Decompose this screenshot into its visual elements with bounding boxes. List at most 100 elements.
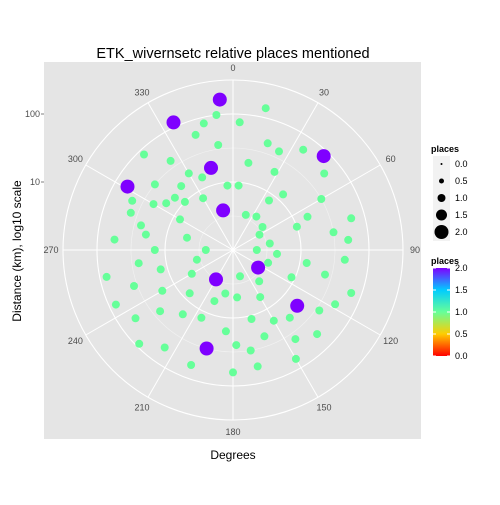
data-point — [273, 249, 281, 258]
theta-tick-label: 30 — [319, 87, 329, 97]
data-point — [320, 169, 329, 178]
legend-color-title: places — [431, 256, 459, 266]
data-point — [256, 293, 265, 302]
data-point — [292, 222, 301, 231]
data-point — [162, 199, 171, 208]
data-point — [287, 273, 296, 282]
data-point — [184, 169, 193, 178]
data-point — [255, 230, 264, 239]
data-point — [180, 197, 189, 206]
data-point — [120, 179, 135, 194]
data-point — [137, 221, 145, 230]
data-point — [258, 223, 267, 231]
data-point — [347, 214, 356, 223]
data-point — [241, 210, 250, 219]
data-point — [331, 300, 340, 309]
data-point — [201, 246, 210, 254]
data-point — [185, 289, 194, 298]
data-point — [232, 341, 241, 350]
radial-grid-line — [85, 164, 234, 251]
data-point — [236, 272, 244, 281]
data-point — [275, 147, 283, 156]
data-point — [126, 208, 135, 217]
data-point — [229, 368, 237, 377]
data-point — [321, 270, 329, 279]
data-point — [344, 235, 353, 244]
theta-tick-label: 300 — [68, 154, 83, 164]
data-point — [221, 289, 230, 298]
legend-color: places 2.0 1.5 1.0 0.5 0.0 — [431, 256, 468, 361]
data-point — [183, 233, 191, 242]
data-point — [263, 139, 272, 148]
data-point — [160, 343, 169, 352]
data-point — [110, 235, 119, 244]
data-point — [216, 203, 231, 218]
data-point — [156, 307, 165, 316]
data-point — [265, 196, 273, 205]
theta-tick-label: 150 — [316, 403, 331, 413]
data-point — [279, 190, 288, 199]
data-point — [187, 269, 196, 278]
data-point — [134, 259, 143, 268]
data-point — [233, 293, 242, 302]
data-point — [223, 181, 232, 190]
data-point — [192, 255, 201, 264]
legend-color-label: 0.0 — [455, 351, 468, 361]
legend-color-label: 1.0 — [455, 307, 468, 317]
radial-tick-label: 100 — [25, 109, 40, 119]
theta-tick-label: 0 — [230, 63, 235, 73]
data-point — [260, 332, 269, 341]
data-point — [244, 158, 253, 167]
x-axis-label: Degrees — [210, 448, 255, 462]
data-point — [340, 255, 349, 264]
data-point — [251, 260, 266, 275]
legend-color-label: 1.5 — [455, 285, 468, 295]
data-point — [265, 239, 274, 248]
data-point — [329, 228, 338, 237]
data-point — [291, 354, 300, 363]
data-point — [111, 300, 120, 309]
data-point — [234, 181, 243, 190]
data-point — [252, 212, 261, 221]
data-point — [128, 196, 137, 205]
data-point — [204, 160, 218, 175]
theta-tick-label: 120 — [383, 336, 398, 346]
data-point — [197, 313, 206, 322]
radial-grid-line — [232, 102, 319, 251]
data-point — [166, 115, 181, 130]
legend-size-label: 1.0 — [455, 193, 468, 203]
legend-size-symbol — [436, 209, 447, 221]
chart-title: ETK_wivernsetc relative places mentioned — [96, 46, 369, 62]
theta-tick-label: 180 — [225, 427, 240, 437]
data-point — [141, 230, 150, 239]
data-points — [102, 92, 356, 377]
theta-tick-label: 90 — [410, 245, 420, 255]
legend-size-label: 0.5 — [455, 176, 468, 186]
data-point — [166, 156, 175, 165]
theta-tick-label: 240 — [68, 336, 83, 346]
data-point — [317, 195, 326, 203]
data-point — [303, 212, 312, 221]
data-point — [209, 272, 223, 287]
data-point — [290, 298, 305, 313]
radial-tick-labels: 10 100 — [25, 109, 44, 187]
data-point — [140, 150, 148, 159]
data-point — [247, 315, 256, 323]
data-point — [264, 258, 273, 267]
data-point — [347, 289, 356, 297]
data-point — [316, 149, 331, 164]
data-point — [170, 193, 179, 202]
data-point — [210, 297, 219, 306]
data-point — [150, 180, 159, 189]
data-point — [191, 130, 200, 139]
legend-size-title: places — [431, 144, 459, 154]
data-point — [302, 259, 311, 267]
data-point — [198, 173, 207, 182]
data-point — [199, 341, 214, 356]
data-point — [221, 327, 230, 336]
radial-tick-label: 10 — [30, 177, 40, 187]
legend-color-label: 2.0 — [455, 263, 468, 273]
data-point — [199, 119, 208, 128]
